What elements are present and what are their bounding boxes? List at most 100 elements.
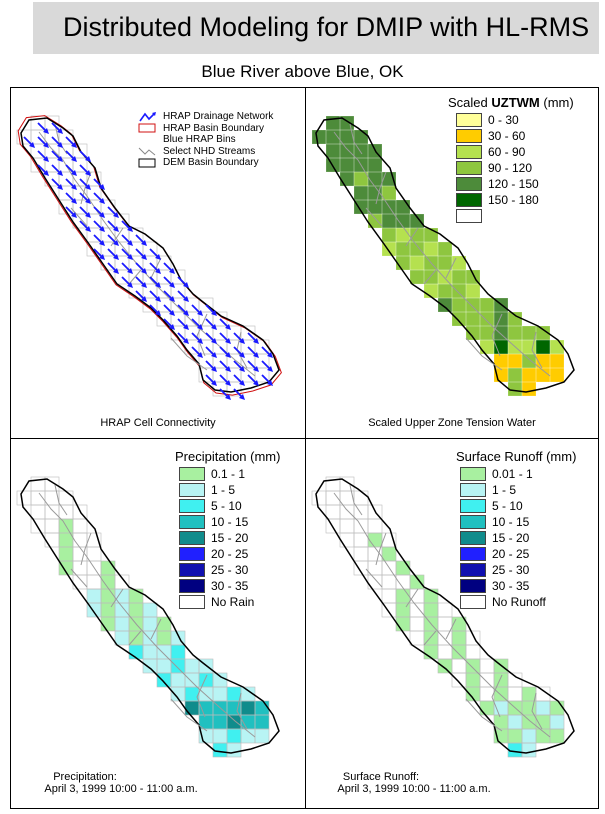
nhd-stream	[365, 568, 383, 588]
hrap-cell-fill	[143, 645, 157, 659]
hrap-cell-fill	[550, 701, 564, 715]
hrap-cell-fill	[185, 701, 199, 715]
hrap-cell-fill	[185, 673, 199, 687]
hrap-cell-fill	[494, 354, 508, 368]
drainage-arrow-head	[211, 380, 217, 386]
hrap-cell-fill	[340, 158, 354, 172]
hrap-cell-fill	[466, 687, 480, 701]
hrap-cell	[409, 227, 425, 243]
drainage-arrow-head	[197, 338, 203, 344]
drainage-arrow-head	[183, 296, 189, 302]
figure-frame: HRAP Drainage Network HRAP Basin Boundar…	[10, 87, 599, 809]
hrap-cell-fill	[480, 340, 494, 354]
hrap-cell-fill	[522, 368, 536, 382]
hrap-cell-fill	[522, 687, 536, 701]
hrap-cell-fill	[255, 701, 269, 715]
hrap-cell-fill	[354, 186, 368, 200]
hrap-cell	[381, 199, 397, 215]
hrap-cell-fill	[129, 603, 143, 617]
hrap-cell-fill	[466, 659, 480, 673]
hrap-cell	[409, 241, 425, 257]
hrap-cell-fill	[143, 603, 157, 617]
hrap-cell	[339, 518, 355, 534]
dem-basin-boundary	[315, 478, 575, 754]
hrap-cell	[353, 171, 369, 187]
hrap-cell-fill	[354, 172, 368, 186]
hrap-cell	[395, 241, 411, 257]
drainage-arrow-head	[225, 352, 231, 358]
hrap-cell-fill	[171, 673, 185, 687]
caption-runoff-line1: Surface Runoff:	[342, 771, 420, 783]
hrap-cell	[226, 742, 242, 758]
hrap-cell	[451, 255, 467, 271]
drainage-arrow-head	[239, 366, 245, 372]
hrap-cell	[479, 658, 495, 674]
hrap-cell-fill	[550, 354, 564, 368]
drainage-arrow-head	[253, 338, 259, 344]
hrap-cell-fill	[241, 687, 255, 701]
hrap-cell-fill	[438, 659, 452, 673]
hrap-cell-fill	[382, 228, 396, 242]
hrap-cell-fill	[494, 673, 508, 687]
hrap-cell	[451, 297, 467, 313]
nhd-stream	[196, 313, 208, 357]
precipitation-map	[16, 476, 280, 758]
drainage-arrow-head	[253, 366, 259, 372]
hrap-cell-fill	[227, 715, 241, 729]
drainage-arrow-head	[43, 128, 49, 134]
hrap-cell	[535, 367, 551, 383]
legend-swatch	[179, 563, 205, 577]
legend-class-uztwm: 90 - 120	[456, 160, 574, 176]
hrap-cell-fill	[480, 312, 494, 326]
hrap-cell-fill	[382, 214, 396, 228]
hrap-cell	[507, 325, 523, 341]
legend-swatch	[456, 145, 482, 159]
hrap-cell-fill	[424, 603, 438, 617]
hrap-cell-fill	[368, 200, 382, 214]
hrap-cell-fill	[452, 298, 466, 312]
hrap-cell-fill	[396, 228, 410, 242]
hrap-cell	[353, 185, 369, 201]
hrap-cell	[465, 644, 481, 660]
drainage-arrow-head	[85, 170, 91, 176]
legend-swatch	[179, 595, 205, 609]
hrap-cell-fill	[480, 701, 494, 715]
hrap-cell-fill	[396, 242, 410, 256]
legend-class-precip: 5 - 10	[179, 498, 280, 514]
drainage-arrow-head	[99, 184, 105, 190]
drainage-arrow-head	[253, 352, 259, 358]
panel-divider-horizontal	[11, 438, 598, 439]
legend-swatch	[460, 483, 486, 497]
legend-class-runoff: 15 - 20	[460, 530, 576, 546]
hrap-cell	[86, 574, 102, 590]
hrap-cell-fill	[494, 715, 508, 729]
hrap-cell-fill	[59, 547, 73, 561]
drainage-arrow-head	[57, 142, 63, 148]
hrap-cell-fill	[340, 144, 354, 158]
caption-precip-line2: April 3, 1999 10:00 - 11:00 a.m.	[44, 783, 198, 795]
drainage-arrow-head	[253, 380, 259, 386]
hrap-cell	[451, 311, 467, 327]
hrap-cell	[535, 339, 551, 355]
hrap-cell	[72, 518, 88, 534]
uztwm-map	[311, 115, 575, 397]
drainage-arrow-head	[211, 324, 217, 330]
legend-item-drainage: HRAP Drainage Network	[137, 111, 273, 123]
hrap-cell	[339, 143, 355, 159]
hrap-cell-fill	[452, 645, 466, 659]
legend-swatch	[456, 209, 482, 223]
legend-class-uztwm: 150 - 180	[456, 192, 574, 208]
hrap-cell	[353, 504, 369, 520]
drainage-arrow-head	[267, 380, 273, 386]
hrap-cell-fill	[410, 575, 424, 589]
legend-swatch	[179, 547, 205, 561]
legend-class-precip: 15 - 20	[179, 530, 280, 546]
legend-class-precip: 0.1 - 1	[179, 466, 280, 482]
nhd-stream	[531, 331, 543, 369]
hrap-cell	[493, 297, 509, 313]
hrap-cell-fill	[410, 256, 424, 270]
page-subtitle: Blue River above Blue, OK	[201, 62, 404, 81]
hrap-cell	[521, 353, 537, 369]
hrap-cell-fill	[410, 270, 424, 284]
hrap-cell-fill	[550, 715, 564, 729]
